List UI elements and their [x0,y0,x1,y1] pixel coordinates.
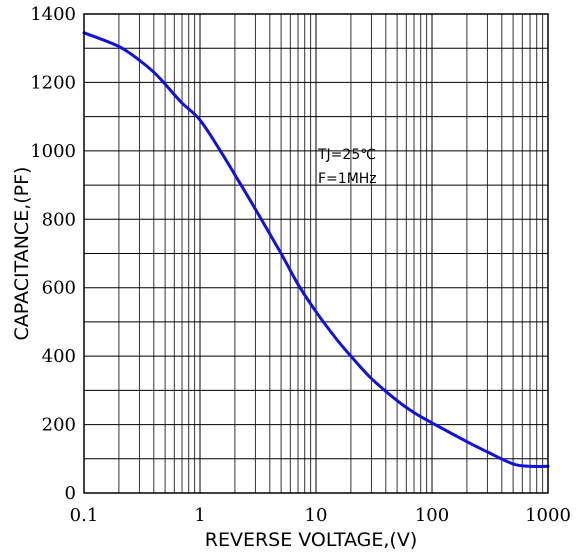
annotation-text: TJ=25℃ [317,147,376,163]
y-tick-label: 600 [42,278,76,299]
y-tick-label: 1000 [30,141,76,162]
plot-frame [83,13,549,494]
y-axis-label: CAPACITANCE,(PF) [11,167,33,341]
y-tick-label: 800 [42,209,76,230]
x-tick-label: 10 [305,505,328,526]
tick-labels: 0.1 1 10 100 1000 0 200 400 600 800 1000 1200 1400 [30,4,571,526]
x-tick-label: 0.1 [70,505,99,526]
x-tick-label: 100 [415,505,449,526]
x-axis-label: REVERSE VOLTAGE,(V) [205,529,418,551]
y-tick-label: 0 [65,483,76,504]
series-layer [82,31,550,468]
x-tick-label: 1 [194,505,205,526]
annotations: TJ=25℃ F=1MHz [317,147,377,187]
y-tick-label: 200 [42,415,76,436]
y-tick-label: 400 [42,346,76,367]
annotation-text: F=1MHz [318,171,377,187]
grid [83,13,549,494]
x-tick-label: 1000 [525,505,571,526]
series-line [82,31,550,468]
y-tick-label: 1400 [30,4,76,25]
y-tick-label: 1200 [30,72,76,93]
